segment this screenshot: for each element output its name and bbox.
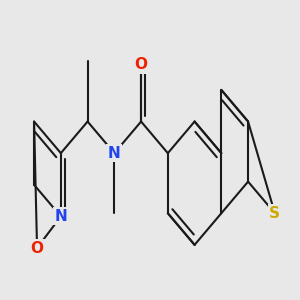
Text: O: O	[135, 57, 148, 72]
Text: N: N	[55, 209, 67, 224]
Text: O: O	[31, 241, 44, 256]
Text: S: S	[269, 206, 280, 221]
Text: N: N	[108, 146, 121, 161]
